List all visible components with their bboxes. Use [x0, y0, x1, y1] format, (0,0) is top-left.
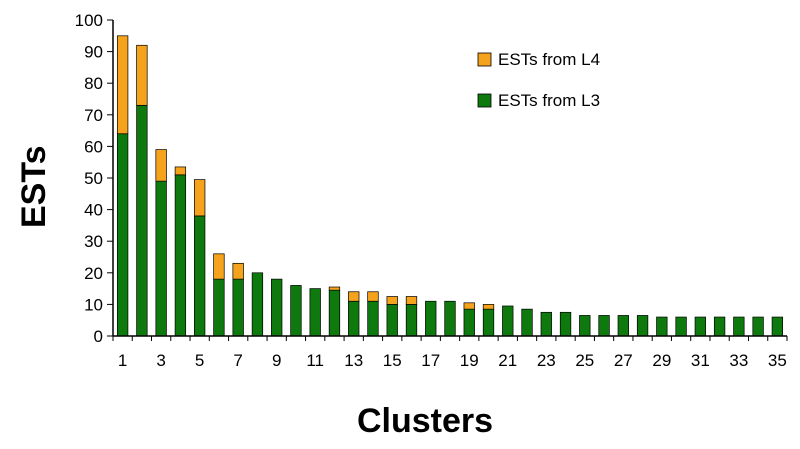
bar-segment-l3 — [559, 311, 572, 337]
x-tick-label: 7 — [233, 351, 242, 370]
bar-segment-l3 — [444, 300, 456, 337]
legend-swatch-l4 — [477, 52, 492, 67]
bar-segment-l3 — [598, 315, 610, 337]
x-tick-label: 5 — [195, 351, 204, 370]
x-tick-label: 21 — [498, 351, 517, 370]
bar-segment-l4 — [405, 296, 418, 305]
bar-segment-l3 — [386, 304, 398, 337]
y-axis-title: ESTs — [15, 145, 53, 228]
bar-segment-l4 — [463, 302, 475, 310]
y-tick-label: 80 — [84, 74, 103, 93]
bar-segment-l3 — [463, 308, 475, 337]
bar-segment-l4 — [367, 291, 379, 302]
bar-segment-l4 — [482, 304, 495, 310]
x-tick-label: 3 — [156, 351, 165, 370]
bar-segment-l3 — [290, 285, 302, 337]
bar-segment-l3 — [367, 300, 379, 337]
bar-segment-l3 — [309, 288, 321, 337]
bar-segment-l3 — [579, 315, 591, 337]
y-tick-label: 10 — [84, 295, 103, 314]
bar-segment-l3 — [636, 315, 649, 337]
x-tick-label: 15 — [383, 351, 402, 370]
bar-segment-l3 — [694, 316, 706, 337]
bar-segment-l3 — [194, 215, 206, 337]
bar-segment-l3 — [425, 300, 437, 337]
bar-series — [116, 35, 784, 337]
bar-segment-l3 — [502, 305, 514, 337]
y-tick-label: 100 — [75, 11, 103, 30]
bar-segment-l3 — [617, 315, 629, 337]
x-tick-label: 23 — [537, 351, 556, 370]
bar-segment-l4 — [232, 262, 244, 280]
bar-segment-l4 — [348, 291, 360, 302]
bar-segment-l3 — [174, 174, 187, 337]
x-tick-label: 17 — [421, 351, 440, 370]
bar-segment-l3 — [675, 316, 687, 337]
x-tick-label: 11 — [306, 351, 324, 370]
bar-segment-l3 — [713, 316, 726, 337]
y-tick-label: 60 — [84, 137, 103, 156]
x-tick-label: 25 — [575, 351, 594, 370]
legend-label-l3: ESTs from L3 — [498, 91, 600, 110]
x-axis-title: Clusters — [356, 402, 494, 440]
bar-segment-l3 — [540, 311, 552, 337]
legend-swatch-l3 — [477, 93, 492, 108]
bar-segment-l4 — [136, 44, 148, 106]
y-tick-label: 70 — [84, 106, 103, 125]
chart-legend: ESTs from L4 ESTs from L3 — [477, 50, 600, 110]
y-tick-label: 40 — [84, 201, 103, 220]
bar-segment-l3 — [116, 133, 129, 337]
bar-segment-l3 — [136, 104, 148, 337]
bar-segment-l3 — [521, 308, 533, 337]
bar-segment-l3 — [328, 289, 341, 337]
bar-segment-l3 — [251, 272, 264, 337]
bar-segment-l3 — [232, 278, 244, 337]
bar-segment-l3 — [271, 278, 283, 337]
y-tick-label: 0 — [94, 327, 103, 346]
bar-segment-l3 — [405, 304, 418, 337]
x-tick-label: 29 — [652, 351, 671, 370]
bar-segment-l4 — [116, 35, 129, 135]
y-tick-label: 20 — [84, 264, 103, 283]
y-axis-ticks: 0 10 20 30 40 50 60 70 80 90 100 — [75, 11, 113, 346]
x-tick-label: 31 — [691, 351, 710, 370]
bar-segment-l4 — [386, 296, 398, 305]
bar-segment-l3 — [348, 300, 360, 337]
y-tick-label: 30 — [84, 232, 103, 251]
x-axis-ticks: 1 3 5 7 9 11 13 15 17 19 21 23 25 27 29 31 33 35 — [112, 336, 788, 370]
bar-segment-l3 — [482, 308, 495, 337]
x-tick-label: 19 — [460, 351, 479, 370]
y-tick-label: 90 — [84, 43, 103, 62]
x-tick-label: 9 — [272, 351, 281, 370]
x-tick-label: 35 — [768, 351, 787, 370]
bar-segment-l3 — [752, 316, 764, 337]
bar-segment-l3 — [155, 180, 167, 337]
bar-segment-l3 — [213, 278, 225, 337]
bar-segment-l3 — [656, 316, 668, 337]
x-tick-label: 1 — [118, 351, 127, 370]
bar-segment-l4 — [213, 253, 225, 280]
x-tick-label: 27 — [614, 351, 633, 370]
x-tick-label: 13 — [344, 351, 363, 370]
y-tick-label: 50 — [84, 169, 103, 188]
bar-segment-l4 — [155, 149, 167, 182]
bar-segment-l4 — [174, 166, 187, 176]
bar-segment-l3 — [771, 316, 784, 337]
x-tick-label: 33 — [729, 351, 748, 370]
bar-segment-l4 — [194, 179, 206, 217]
bar-segment-l4 — [328, 286, 341, 291]
legend-label-l4: ESTs from L4 — [498, 50, 600, 69]
bar-segment-l3 — [733, 316, 745, 337]
